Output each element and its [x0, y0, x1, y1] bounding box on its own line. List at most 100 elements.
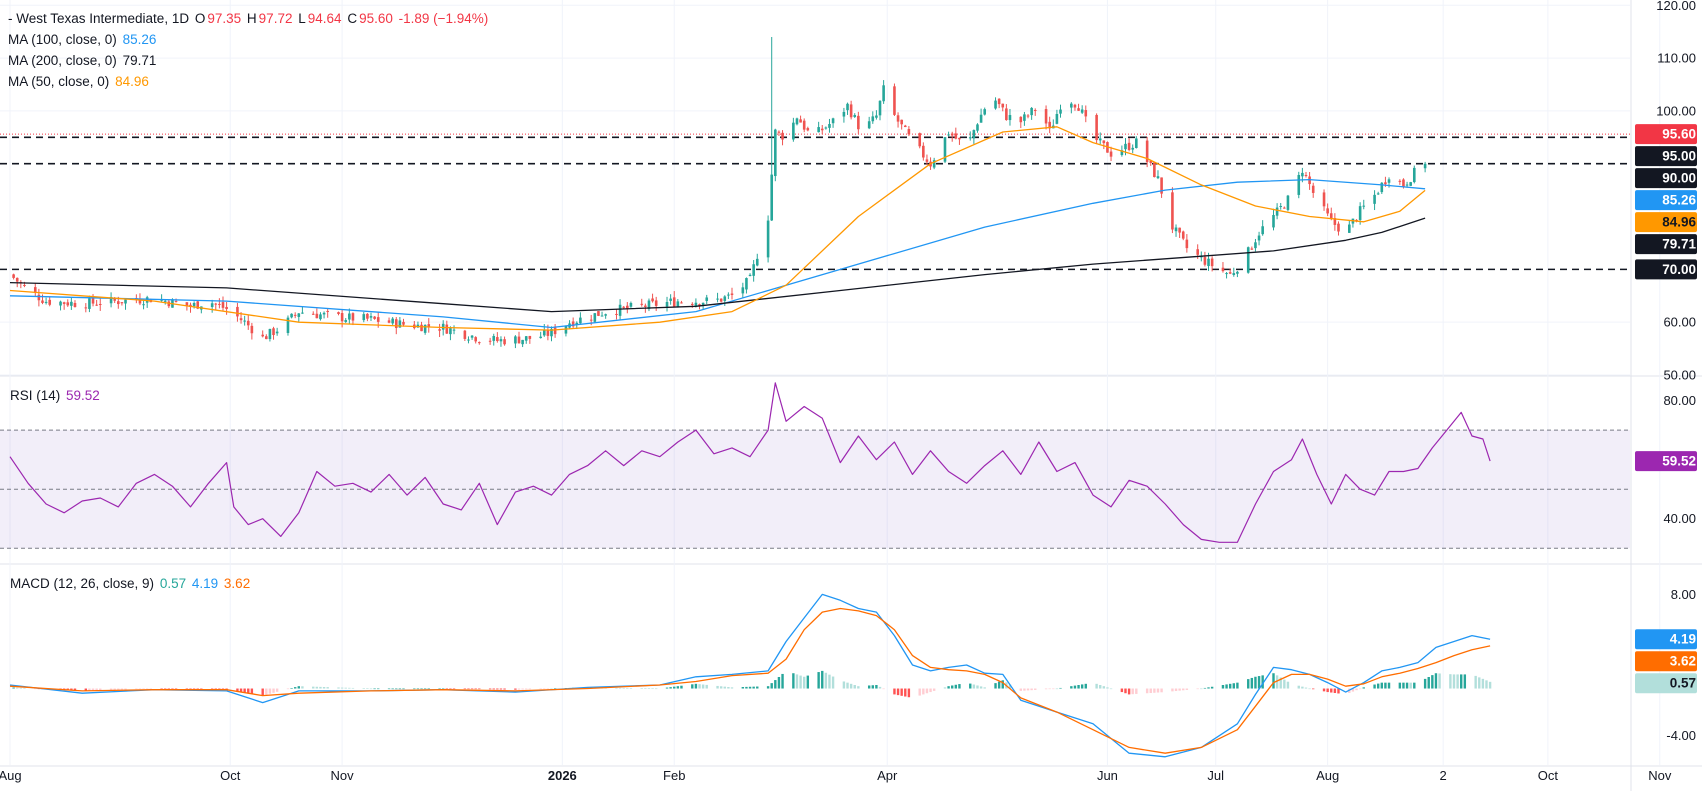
ma50-line[interactable] — [9, 126, 1426, 331]
candle[interactable] — [492, 333, 496, 346]
candle[interactable] — [145, 295, 149, 308]
candle[interactable] — [1409, 181, 1412, 187]
macd-badge[interactable]: 0.57 — [1635, 673, 1697, 694]
candle[interactable] — [593, 313, 597, 323]
candle[interactable] — [528, 335, 532, 344]
candle[interactable] — [878, 100, 882, 121]
candle[interactable] — [265, 334, 268, 340]
candle[interactable] — [1333, 213, 1337, 231]
candle[interactable] — [568, 320, 571, 330]
candle[interactable] — [1098, 132, 1102, 145]
candle[interactable] — [438, 323, 441, 338]
candle[interactable] — [272, 326, 275, 340]
candle[interactable] — [521, 339, 524, 348]
candle[interactable] — [781, 130, 784, 146]
candle[interactable] — [600, 311, 604, 317]
macd-legend[interactable]: MACD (12, 26, close, 9) 0.57 4.19 3.62 — [10, 573, 252, 594]
candle[interactable] — [1254, 238, 1257, 252]
candle[interactable] — [831, 117, 835, 128]
rsi-legend[interactable]: RSI (14) 59.52 — [10, 385, 102, 406]
candle[interactable] — [236, 302, 239, 322]
candle[interactable] — [997, 98, 1001, 109]
candle[interactable] — [297, 313, 301, 322]
candle[interactable] — [1261, 220, 1264, 236]
ma50-row[interactable]: MA (50, close, 0) 84.96 — [8, 71, 490, 92]
candle[interactable] — [896, 112, 900, 128]
candle[interactable] — [514, 335, 517, 349]
candle[interactable] — [1423, 161, 1427, 173]
candle[interactable] — [820, 125, 824, 135]
candle[interactable] — [402, 318, 405, 327]
candle[interactable] — [503, 336, 506, 346]
candle[interactable] — [1109, 146, 1113, 162]
price-badge[interactable]: 84.96 — [1635, 212, 1697, 233]
candle[interactable] — [1250, 246, 1254, 251]
candle[interactable] — [1380, 182, 1384, 194]
candle[interactable] — [1077, 103, 1080, 111]
candle[interactable] — [467, 336, 470, 344]
candle[interactable] — [777, 130, 781, 136]
candle[interactable] — [1297, 171, 1301, 199]
candle[interactable] — [1055, 109, 1059, 125]
candle[interactable] — [369, 312, 373, 321]
candle[interactable] — [1044, 105, 1048, 130]
candle[interactable] — [629, 301, 633, 308]
candle[interactable] — [727, 292, 730, 300]
candle[interactable] — [12, 273, 15, 280]
candle[interactable] — [1005, 104, 1008, 121]
ma100-row[interactable]: MA (100, close, 0) 85.26 — [8, 29, 490, 50]
candle[interactable] — [947, 131, 950, 137]
candle[interactable] — [301, 306, 304, 314]
candle[interactable] — [792, 117, 795, 142]
candle[interactable] — [958, 137, 961, 145]
candle[interactable] — [716, 292, 719, 303]
candle[interactable] — [857, 111, 860, 134]
candle[interactable] — [1127, 138, 1131, 152]
candle[interactable] — [517, 331, 521, 344]
candle[interactable] — [1275, 203, 1279, 220]
candle[interactable] — [1322, 189, 1326, 211]
candle[interactable] — [705, 294, 709, 305]
candle[interactable] — [120, 302, 124, 306]
candle[interactable] — [109, 292, 113, 308]
candle[interactable] — [70, 297, 73, 310]
candle[interactable] — [250, 322, 254, 340]
candle[interactable] — [615, 309, 618, 320]
candle[interactable] — [319, 312, 322, 321]
candle[interactable] — [932, 157, 936, 170]
candle[interactable] — [1160, 177, 1163, 198]
candle[interactable] — [142, 299, 145, 310]
symbol-title[interactable]: - West Texas Intermediate, 1D — [8, 11, 190, 26]
candle[interactable] — [774, 128, 777, 182]
candle[interactable] — [1145, 136, 1149, 168]
candle[interactable] — [1102, 140, 1106, 150]
candle[interactable] — [391, 317, 394, 325]
price-badge[interactable]: 70.00 — [1635, 259, 1697, 280]
candle[interactable] — [174, 298, 178, 303]
candle[interactable] — [1376, 191, 1380, 195]
candle[interactable] — [651, 293, 654, 303]
candle[interactable] — [387, 317, 391, 324]
candle[interactable] — [98, 298, 102, 311]
ma200-line[interactable] — [9, 217, 1426, 313]
candle[interactable] — [1236, 270, 1239, 278]
candle[interactable] — [1398, 179, 1402, 185]
candle[interactable] — [672, 291, 676, 308]
candle[interactable] — [33, 283, 37, 296]
macd-line[interactable] — [9, 593, 1491, 758]
time-axis[interactable]: Aug Oct Nov 2026 Feb Apr Jun Jul Aug 2 Oct Nov — [0, 768, 1672, 783]
candle[interactable] — [1070, 102, 1073, 114]
candle[interactable] — [994, 97, 997, 110]
candle[interactable] — [795, 117, 799, 126]
candle[interactable] — [1156, 170, 1160, 180]
candle[interactable] — [597, 310, 600, 317]
rsi-badge[interactable]: 59.52 — [1635, 451, 1697, 472]
candle[interactable] — [286, 315, 290, 336]
candle[interactable] — [362, 312, 366, 323]
candle[interactable] — [62, 301, 66, 310]
candle[interactable] — [553, 323, 557, 338]
candle[interactable] — [1153, 161, 1156, 178]
candle[interactable] — [344, 318, 348, 323]
candle[interactable] — [1232, 267, 1236, 277]
